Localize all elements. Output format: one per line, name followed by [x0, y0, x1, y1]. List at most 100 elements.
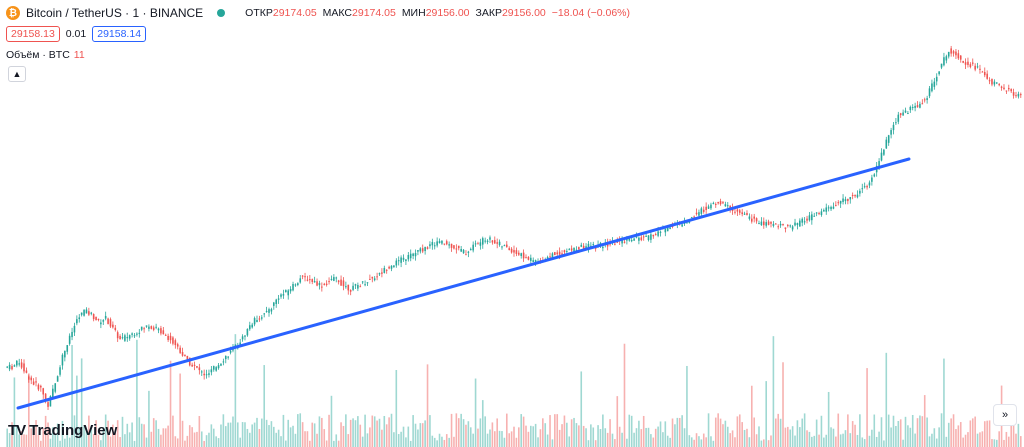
- volume-bar: [659, 421, 662, 447]
- volume-bar: [390, 413, 393, 447]
- candle: [208, 373, 210, 375]
- volume-bar: [904, 416, 907, 447]
- volume-bar: [169, 360, 172, 447]
- candle: [902, 112, 904, 116]
- candle: [297, 283, 299, 285]
- volume-bar: [895, 426, 897, 447]
- volume-bar: [364, 414, 366, 447]
- volume-bar: [784, 427, 787, 447]
- candle: [770, 221, 772, 224]
- symbol-title[interactable]: Bitcoin / TetherUS · 1 · BINANCE: [26, 6, 204, 20]
- candle: [530, 257, 532, 261]
- volume-bar: [955, 429, 957, 447]
- volume-bar: [246, 428, 249, 447]
- candle: [823, 209, 825, 212]
- volume-bar: [224, 426, 227, 447]
- candle: [811, 214, 813, 221]
- volume-bar: [441, 436, 443, 447]
- candle: [383, 267, 386, 273]
- volume-bar: [633, 432, 635, 447]
- candle: [66, 345, 69, 352]
- volume-bar: [762, 439, 765, 447]
- candle: [285, 290, 287, 293]
- volume-bar: [832, 428, 835, 447]
- volume-bar: [875, 436, 878, 447]
- candle: [114, 327, 117, 331]
- volume-bar: [542, 418, 544, 447]
- tradingview-logo[interactable]: TV TradingView: [8, 422, 117, 439]
- candle: [400, 257, 402, 263]
- volume-bar: [388, 417, 390, 447]
- buy-price-button[interactable]: 29158.14: [92, 26, 147, 42]
- volume-bar: [188, 425, 191, 447]
- candle: [508, 248, 510, 250]
- candle: [558, 251, 561, 255]
- candle: [277, 298, 280, 300]
- candle: [825, 207, 828, 212]
- volume-bar: [104, 414, 107, 447]
- trend-line[interactable]: [16, 157, 911, 410]
- candle: [525, 257, 527, 259]
- volume-bar: [126, 423, 129, 447]
- volume-bar: [95, 420, 97, 447]
- close-value: 29156.00: [501, 7, 546, 19]
- candle: [335, 277, 338, 279]
- volume-bar: [808, 431, 811, 447]
- volume-bar: [198, 415, 201, 447]
- volume-bar: [493, 431, 496, 447]
- volume-bar: [772, 336, 775, 447]
- candle: [702, 209, 705, 212]
- candle: [222, 361, 225, 363]
- candle: [124, 335, 126, 341]
- volume-bar: [455, 413, 458, 447]
- candle: [767, 221, 770, 225]
- candle: [280, 294, 282, 297]
- volume-bar: [301, 422, 304, 447]
- volume-bar: [931, 433, 933, 447]
- volume-bar: [652, 437, 655, 447]
- volume-bar: [573, 417, 575, 447]
- candle: [61, 354, 64, 366]
- volume-bar: [136, 339, 138, 447]
- candle: [83, 309, 85, 316]
- volume-bar: [316, 433, 318, 447]
- volume-bar: [897, 420, 900, 447]
- volume-bar: [215, 436, 217, 447]
- volume-bar: [119, 437, 121, 447]
- candle: [395, 260, 398, 266]
- candle: [895, 122, 897, 124]
- candle: [919, 103, 921, 108]
- volume-bar: [705, 437, 707, 447]
- volume-bar: [369, 427, 371, 447]
- chevron-up-icon[interactable]: ▲: [8, 66, 26, 82]
- volume-bar: [313, 423, 316, 447]
- candle: [443, 243, 446, 245]
- candle: [301, 275, 304, 277]
- volume-bar: [448, 437, 450, 447]
- candle: [469, 249, 472, 251]
- volume-bar: [580, 371, 583, 447]
- volume-bar: [340, 422, 342, 447]
- volume-bar: [193, 432, 196, 447]
- double-chevron-right-icon[interactable]: »: [993, 404, 1017, 426]
- candle: [518, 252, 520, 255]
- volume-label[interactable]: Объём · BTC: [6, 49, 70, 61]
- volume-bar: [157, 428, 160, 447]
- volume-bar: [647, 427, 650, 447]
- volume-bar: [839, 434, 842, 447]
- volume-bar: [236, 422, 239, 447]
- sell-price-button[interactable]: 29158.13: [6, 26, 60, 42]
- volume-bar: [47, 422, 49, 447]
- candle: [347, 284, 350, 291]
- candle: [8, 364, 11, 370]
- candle: [642, 236, 645, 238]
- tradingview-text: TradingView: [29, 422, 118, 439]
- candle: [152, 327, 155, 330]
- volume-bar: [328, 414, 330, 447]
- candle: [481, 238, 484, 245]
- volume-bar: [729, 433, 731, 447]
- volume-bar: [830, 427, 832, 447]
- volume-bar: [796, 420, 799, 447]
- volume-bar: [76, 375, 78, 447]
